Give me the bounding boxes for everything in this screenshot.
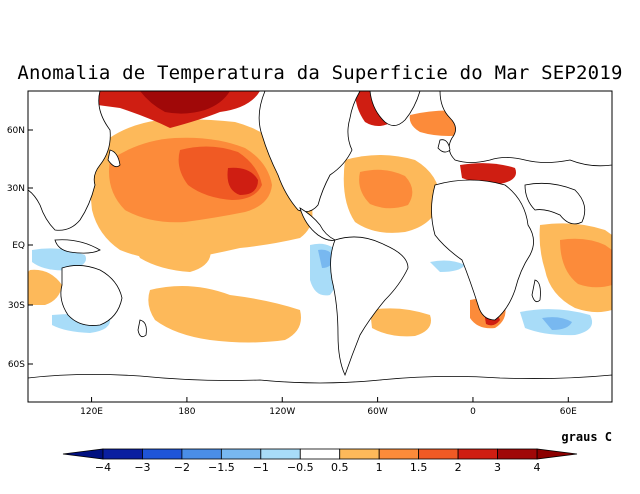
coast-uk	[437, 139, 451, 153]
lat-tick-label: 30S	[8, 301, 25, 311]
coast-new-zealand	[137, 319, 147, 338]
colorbar-label: 1	[376, 461, 383, 474]
longitude-axis: 120E 180 120W 60W 0 60E	[80, 397, 577, 417]
anomaly-patch-n-pacific-peak	[227, 167, 258, 195]
anomaly-patch-equatorial-atlantic-cool	[430, 260, 465, 272]
colorbar-segment	[102, 448, 143, 460]
colorbar-segment	[418, 448, 459, 460]
anomaly-patch-mediterranean	[460, 163, 516, 184]
lat-tick-label: 60S	[8, 360, 25, 370]
anomaly-patch-maritime-cool	[32, 248, 86, 271]
coast-madagascar	[531, 279, 541, 303]
colorbar-over-triangle	[536, 448, 578, 460]
colorbar-segment	[378, 448, 420, 460]
colorbar-label: −1.5	[208, 461, 235, 474]
colorbar-label: 4	[534, 461, 541, 474]
coast-europe	[439, 91, 612, 167]
lat-tick-label: 60N	[7, 126, 25, 136]
colorbar-label: −1	[253, 461, 269, 474]
lon-tick-label: 60W	[367, 407, 387, 417]
colorbar-label: 2	[455, 461, 462, 474]
colorbar-units: graus C	[561, 430, 612, 444]
coast-greenland	[369, 91, 421, 126]
colorbar-segment	[142, 448, 183, 460]
map-frame	[27, 90, 613, 403]
coast-japan	[107, 149, 121, 168]
map-title: Anomalia de Temperatura da Superficie do…	[17, 62, 623, 84]
coast-south-america	[330, 236, 409, 377]
colorbar-segment	[299, 448, 341, 460]
coast-africa	[431, 179, 534, 321]
colorbar-label: −0.5	[287, 461, 314, 474]
coast-north-america	[258, 91, 361, 213]
anomaly-patch-e-pacific-cool-core	[318, 249, 334, 268]
anomaly-patch-s-atlantic	[370, 308, 431, 337]
lon-tick-label: 180	[178, 407, 195, 417]
lon-tick-label: 0	[470, 407, 476, 417]
colorbar-segment	[260, 448, 301, 460]
anomaly-patch-w-australia	[28, 269, 62, 305]
lat-tick-label: 30N	[7, 184, 25, 194]
anomaly-field	[28, 91, 612, 343]
colorbar-segment	[339, 448, 380, 460]
colorbar-under-triangle	[62, 448, 104, 460]
lon-tick-label: 60E	[560, 407, 577, 417]
coast-australia	[60, 265, 123, 326]
anomaly-patch-s-pacific	[148, 286, 301, 343]
colorbar-label: −4	[95, 461, 111, 474]
lon-tick-label: 120W	[269, 407, 295, 417]
lon-tick-label: 120E	[80, 407, 103, 417]
colorbar-segment	[220, 448, 262, 460]
colorbar-label: 3	[494, 461, 501, 474]
colorbar-label: −2	[174, 461, 190, 474]
coast-antarctica	[28, 374, 612, 402]
anomaly-patch-arctic-pacific-peak	[140, 91, 230, 114]
anomaly-patch-indian-ocean-core	[560, 238, 612, 288]
colorbar-label: 1.5	[410, 461, 428, 474]
colorbar-segment	[181, 448, 222, 460]
colorbar-label: 0.5	[331, 461, 349, 474]
anomaly-patch-s-indian-cool-core	[542, 317, 572, 330]
latitude-axis: 60N 30N EQ 30S 60S	[7, 126, 33, 370]
colorbar-segment	[457, 448, 498, 460]
coastlines	[28, 91, 612, 402]
anomaly-patch-w-pacific	[135, 225, 211, 272]
colorbar: −4 −3 −2 −1.5 −1 −0.5 0.5 1 1.5 2 3 4	[62, 448, 578, 474]
coast-arabia-india	[524, 182, 586, 225]
colorbar-segment	[497, 448, 538, 460]
anomaly-patch-n-atlantic-core	[359, 169, 413, 209]
lat-tick-label: EQ	[12, 241, 25, 251]
colorbar-label: −3	[134, 461, 150, 474]
coast-indonesia	[54, 239, 101, 254]
coast-asia-west	[28, 91, 111, 231]
